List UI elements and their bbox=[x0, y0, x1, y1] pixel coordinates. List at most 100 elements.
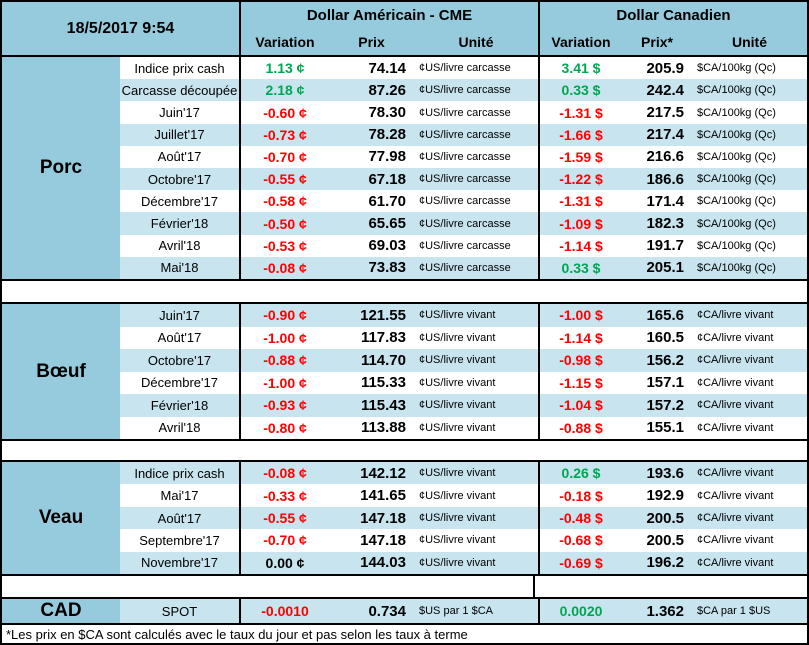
us-variation-cell: -0.50 ¢ bbox=[239, 212, 329, 235]
table-row: Mai'18 -0.08 ¢ 73.83 ¢US/livre carcasse 0.33… bbox=[120, 256, 807, 280]
table-row: Indice prix cash -0.08 ¢ 142.12 ¢US/livre v… bbox=[120, 462, 807, 485]
us-unit-cell: ¢US/livre carcasse bbox=[419, 62, 511, 75]
ca-unit-cell: ¢CA/livre vivant bbox=[697, 534, 774, 547]
ca-unit-cell: ¢CA/livre vivant bbox=[697, 467, 774, 480]
ca-price-cell: 200.5 bbox=[646, 509, 684, 527]
ca-unit-cell: ¢CA/livre vivant bbox=[697, 399, 774, 412]
us-unit-cell: ¢US/livre carcasse bbox=[419, 84, 511, 97]
us-variation-cell: -0.80 ¢ bbox=[239, 416, 329, 439]
us-unit-cell: ¢US/livre carcasse bbox=[419, 106, 511, 119]
section-label-veau: Veau bbox=[2, 462, 120, 574]
ca-price-cell: 205.1 bbox=[646, 259, 684, 277]
us-variation-cell: -0.08 ¢ bbox=[239, 462, 329, 485]
us-price-cell: 147.18 bbox=[360, 509, 406, 527]
table-header: 18/5/2017 9:54 Dollar Américain - CME Va… bbox=[2, 2, 807, 57]
table-row: Avril'18 -0.80 ¢ 113.88 ¢US/livre vivant -0.… bbox=[120, 416, 807, 439]
row-label-cell: Décembre'17 bbox=[141, 375, 218, 391]
section-cad: CAD SPOT -0.0010 0.734 $US par 1 $CA 0.0020 1… bbox=[2, 599, 807, 623]
ca-price-cell: 205.9 bbox=[646, 59, 684, 77]
row-label-cell: SPOT bbox=[161, 603, 198, 619]
table-row: Novembre'17 0.00 ¢ 144.03 ¢US/livre vivant -… bbox=[120, 551, 807, 575]
us-unit-cell: ¢US/livre vivant bbox=[419, 556, 496, 569]
us-price-cell: 142.12 bbox=[360, 464, 406, 482]
us-variation-cell: -0.88 ¢ bbox=[239, 349, 329, 372]
ca-variation-cell: -1.00 $ bbox=[538, 304, 622, 327]
ca-variation-cell: 0.0020 bbox=[538, 599, 622, 623]
ca-unit-cell: $CA/100kg (Qc) bbox=[697, 173, 776, 186]
row-label-cell: Carcasse découpée bbox=[121, 82, 238, 98]
table-row: Décembre'17 -1.00 ¢ 115.33 ¢US/livre vivant… bbox=[120, 371, 807, 394]
us-price-cell: 69.03 bbox=[368, 237, 406, 255]
row-label-cell: Novembre'17 bbox=[141, 555, 218, 571]
row-label-cell: Juillet'17 bbox=[154, 127, 205, 143]
us-variation-cell: -1.00 ¢ bbox=[239, 326, 329, 349]
ca-unit-cell: ¢CA/livre vivant bbox=[697, 376, 774, 389]
ca-unit-cell: $CA par 1 $US bbox=[697, 605, 771, 617]
ca-variation-cell: -1.31 $ bbox=[538, 101, 622, 124]
footnote: *Les prix en $CA sont calculés avec le t… bbox=[2, 623, 807, 643]
us-variation-cell: 0.00 ¢ bbox=[239, 551, 329, 575]
us-unit-cell: $US par 1 $CA bbox=[419, 605, 493, 617]
datetime-label: 18/5/2017 9:54 bbox=[66, 19, 175, 37]
table-row: Septembre'17 -0.70 ¢ 147.18 ¢US/livre vivan… bbox=[120, 529, 807, 552]
us-price-cell: 78.30 bbox=[368, 104, 406, 121]
ca-unit-cell: $CA/100kg (Qc) bbox=[697, 128, 776, 141]
table-row: Février'18 -0.93 ¢ 115.43 ¢US/livre vivant -… bbox=[120, 394, 807, 417]
us-unit-cell: ¢US/livre vivant bbox=[419, 309, 496, 322]
row-label-cell: Août'17 bbox=[157, 510, 202, 526]
table-row: Juin'17 -0.60 ¢ 78.30 ¢US/livre carcasse -1.… bbox=[120, 101, 807, 124]
section-label-porc: Porc bbox=[2, 57, 120, 279]
us-price-cell: 61.70 bbox=[368, 192, 406, 210]
section-porc: Porc Indice prix cash 1.13 ¢ 74.14 ¢US/livr… bbox=[2, 57, 807, 280]
group-separator-line bbox=[533, 576, 535, 597]
ca-variation-cell: -1.09 $ bbox=[538, 212, 622, 235]
row-label-cell: Indice prix cash bbox=[134, 60, 225, 76]
us-price-cell: 141.65 bbox=[360, 487, 406, 505]
ca-variation-cell: -1.14 $ bbox=[538, 234, 622, 257]
row-label-cell: Octobre'17 bbox=[147, 352, 212, 368]
table-row: Mai'17 -0.33 ¢ 141.65 ¢US/livre vivant -0.18… bbox=[120, 484, 807, 507]
ca-price-cell: 186.6 bbox=[646, 170, 684, 188]
us-price-cell: 121.55 bbox=[360, 306, 406, 324]
ca-variation-cell: -1.22 $ bbox=[538, 168, 622, 191]
us-unit-cell: ¢US/livre vivant bbox=[419, 354, 496, 367]
us-unit-cell: ¢US/livre vivant bbox=[419, 421, 496, 434]
us-variation-cell: -0.58 ¢ bbox=[239, 190, 329, 213]
row-label-cell: Décembre'17 bbox=[141, 193, 218, 209]
row-label-cell: Février'18 bbox=[150, 397, 209, 413]
ca-variation-cell: 3.41 $ bbox=[538, 57, 622, 80]
section-label-boeuf: Bœuf bbox=[2, 304, 120, 439]
ca-price-cell: 196.2 bbox=[646, 554, 684, 572]
table-row: SPOT -0.0010 0.734 $US par 1 $CA 0.0020 1.362… bbox=[120, 599, 807, 623]
ca-unit-cell: ¢CA/livre vivant bbox=[697, 354, 774, 367]
table-row: Juin'17 -0.90 ¢ 121.55 ¢US/livre vivant -1.0… bbox=[120, 304, 807, 327]
ca-unit-cell: ¢CA/livre vivant bbox=[697, 331, 774, 344]
row-label-cell: Mai'18 bbox=[160, 260, 199, 276]
ca-price-cell: 182.3 bbox=[646, 215, 684, 233]
table-row: Décembre'17 -0.58 ¢ 61.70 ¢US/livre carcass… bbox=[120, 190, 807, 213]
us-price-cell: 115.33 bbox=[360, 374, 406, 392]
cad-subheaders: Variation Prix* Unité bbox=[540, 29, 807, 55]
ca-variation-cell: 0.26 $ bbox=[538, 462, 622, 485]
ca-unit-cell: ¢CA/livre vivant bbox=[697, 512, 774, 525]
us-price-cell: 65.65 bbox=[368, 215, 406, 233]
ca-unit-cell: ¢CA/livre vivant bbox=[697, 309, 774, 322]
us-price-cell: 115.43 bbox=[360, 396, 406, 414]
us-variation-cell: -0.73 ¢ bbox=[239, 123, 329, 146]
us-unit-cell: ¢US/livre carcasse bbox=[419, 217, 511, 230]
row-label-cell: Juin'17 bbox=[159, 307, 200, 323]
us-unit-cell: ¢US/livre carcasse bbox=[419, 261, 511, 274]
us-price-cell: 114.70 bbox=[360, 351, 406, 369]
us-price-cell: 0.734 bbox=[368, 602, 406, 620]
section-rows-porc: Indice prix cash 1.13 ¢ 74.14 ¢US/livre car… bbox=[120, 57, 807, 280]
ca-price-cell: 217.5 bbox=[646, 104, 684, 121]
us-unit-cell: ¢US/livre carcasse bbox=[419, 239, 511, 252]
ca-unit-cell: $CA/100kg (Qc) bbox=[697, 84, 776, 97]
us-variation-cell: -0.90 ¢ bbox=[239, 304, 329, 327]
cad-group-header: Dollar Canadien Variation Prix* Unité bbox=[538, 2, 807, 55]
us-price-cell: 87.26 bbox=[368, 81, 406, 99]
table-row: Indice prix cash 1.13 ¢ 74.14 ¢US/livre car… bbox=[120, 57, 807, 80]
ca-unit-cell: ¢CA/livre vivant bbox=[697, 421, 774, 434]
us-variation-cell: -0.55 ¢ bbox=[239, 168, 329, 191]
us-variation-cell: 2.18 ¢ bbox=[239, 79, 329, 102]
